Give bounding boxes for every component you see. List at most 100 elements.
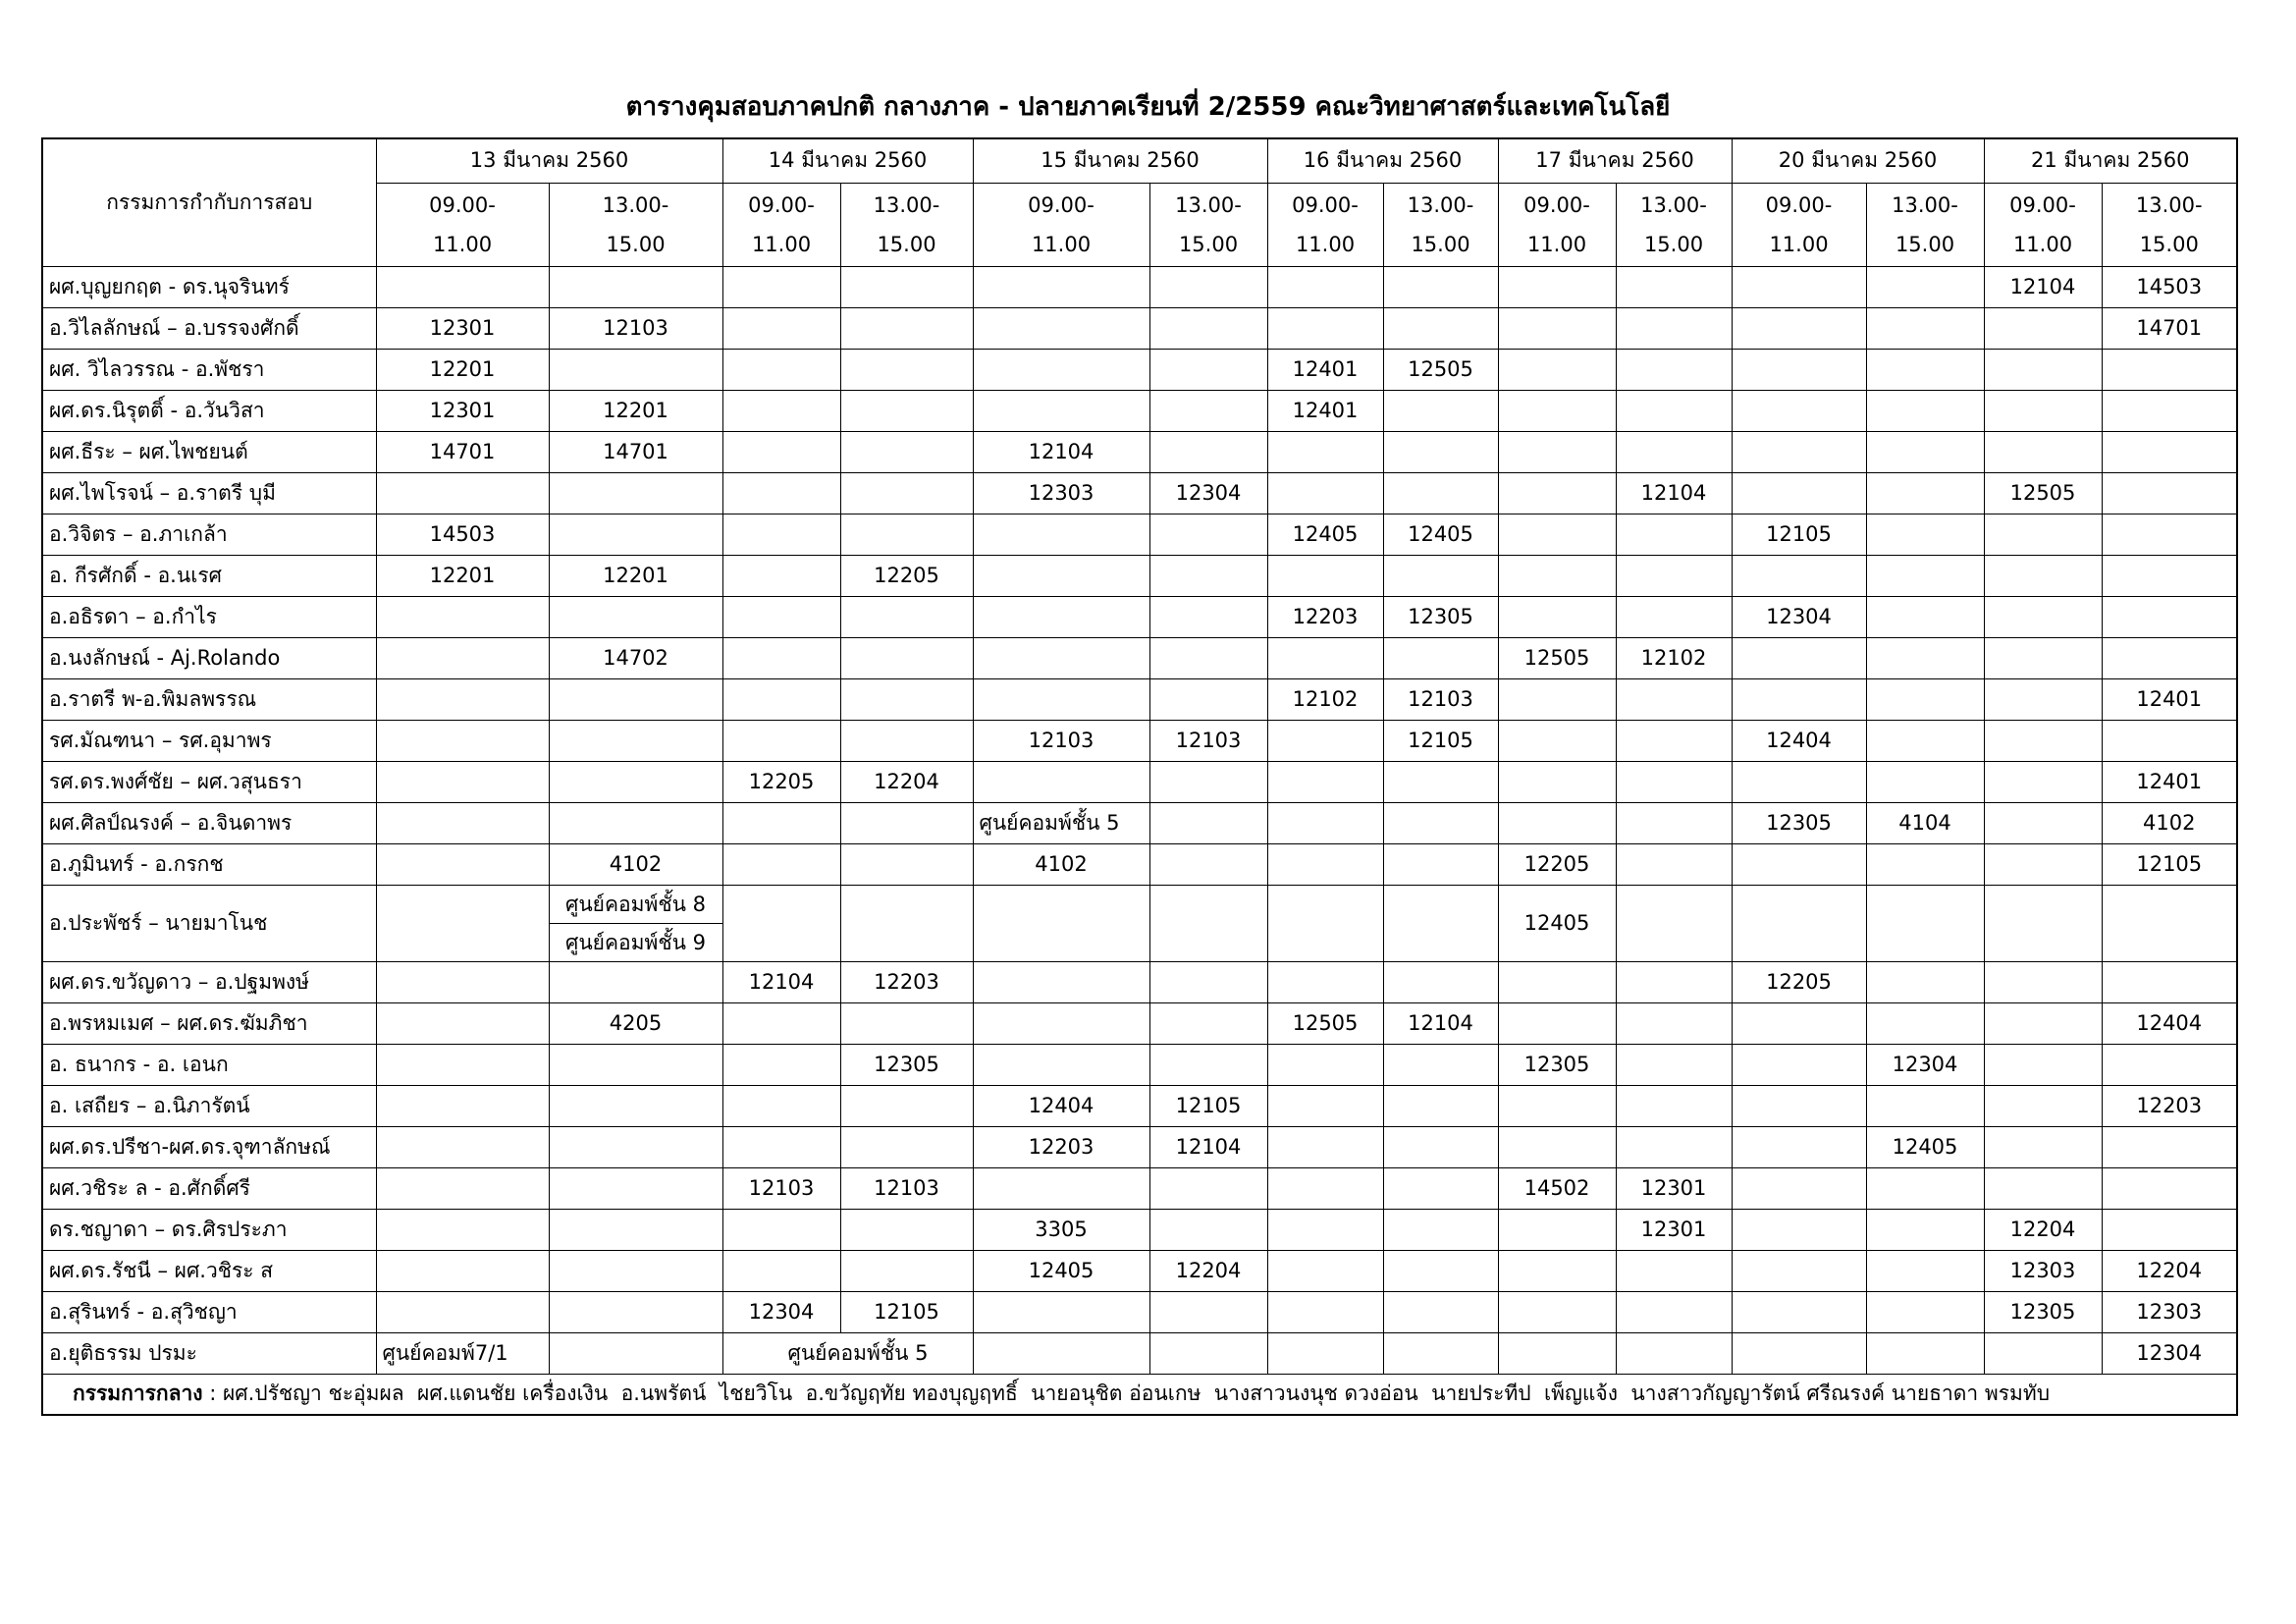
empty-cell: [1983, 1125, 2103, 1168]
empty-cell: [1615, 389, 1733, 432]
empty-cell: [1266, 842, 1384, 886]
time-slot: 09.00- 11.00: [972, 182, 1150, 267]
empty-cell: [1615, 1125, 1733, 1168]
empty-cell: [839, 636, 974, 679]
empty-cell: [1497, 801, 1617, 844]
exam-room: 12103: [721, 1166, 841, 1210]
empty-cell: [1382, 471, 1499, 514]
exam-room: 12505: [1497, 636, 1617, 679]
empty-cell: [1615, 1084, 1733, 1127]
empty-cell: [1865, 554, 1985, 597]
empty-cell: [1497, 719, 1617, 762]
exam-room: 12304: [1865, 1043, 1985, 1086]
empty-cell: [1615, 719, 1733, 762]
empty-cell: [548, 719, 723, 762]
empty-cell: [839, 265, 974, 308]
empty-cell: [1497, 306, 1617, 350]
schedule-row: อ. ธนากร - อ. เอนก 12305 12305 12304: [41, 1043, 2238, 1086]
empty-cell: [1731, 389, 1867, 432]
date-header: 14 มีนาคม 2560: [721, 137, 974, 184]
empty-cell: [1266, 760, 1384, 803]
empty-cell: [839, 595, 974, 638]
empty-cell: [1983, 1166, 2103, 1210]
exam-room: 12201: [375, 348, 550, 391]
empty-cell: [1497, 471, 1617, 514]
empty-cell: [1731, 265, 1867, 308]
empty-cell: [1382, 1166, 1499, 1210]
exam-room: 12104: [1148, 1125, 1268, 1168]
time-slot: 09.00- 11.00: [1266, 182, 1384, 267]
empty-cell: [721, 265, 841, 308]
empty-cell: [721, 801, 841, 844]
empty-cell: [1731, 1001, 1867, 1045]
empty-cell: [1382, 1208, 1499, 1251]
empty-cell: [1615, 348, 1733, 391]
empty-cell: [1148, 595, 1268, 638]
empty-cell: [721, 884, 841, 962]
empty-cell: [1382, 801, 1499, 844]
empty-cell: [1865, 884, 1985, 962]
empty-cell: [1615, 677, 1733, 721]
empty-cell: [1266, 306, 1384, 350]
empty-cell: [1615, 801, 1733, 844]
empty-cell: [839, 1249, 974, 1292]
empty-cell: [375, 471, 550, 514]
exam-room: 12405: [1865, 1125, 1985, 1168]
committee-name: ผศ.ดร.นิรุตติ์ - อ.วันวิสา: [41, 389, 377, 432]
empty-cell: [1382, 636, 1499, 679]
empty-cell: [375, 1166, 550, 1210]
exam-room: 12304: [1731, 595, 1867, 638]
committee-name: อ. เสถียร – อ.นิภารัตน์: [41, 1084, 377, 1127]
empty-cell: [839, 884, 974, 962]
exam-room: 4104: [1865, 801, 1985, 844]
empty-cell: [2101, 1166, 2238, 1210]
empty-cell: [1615, 960, 1733, 1003]
empty-cell: [375, 1043, 550, 1086]
empty-cell: [375, 1290, 550, 1333]
empty-cell: [721, 513, 841, 556]
empty-cell: [1615, 554, 1733, 597]
committee-name: ผศ.ดร.ขวัญดาว – อ.ปฐมพงษ์: [41, 960, 377, 1003]
exam-room: 12301: [1615, 1166, 1733, 1210]
empty-cell: [1865, 1084, 1985, 1127]
empty-cell: [1497, 389, 1617, 432]
exam-room: 12104: [1615, 471, 1733, 514]
committee-name: อ.ยุติธรรม ปรมะ: [41, 1331, 377, 1375]
empty-cell: [972, 677, 1150, 721]
committee-name: ผศ.วชิระ ล - อ.ศักดิ์ศรี: [41, 1166, 377, 1210]
empty-cell: [2101, 430, 2238, 473]
empty-cell: [1148, 430, 1268, 473]
empty-cell: [1382, 842, 1499, 886]
exam-room: 12405: [1266, 513, 1384, 556]
empty-cell: [1865, 430, 1985, 473]
exam-room: 12505: [1266, 1001, 1384, 1045]
schedule-row: ผศ.ดร.ปรีชา-ผศ.ดร.จุฑาลักษณ์ 12203 12104 12…: [41, 1125, 2238, 1168]
schedule-row: อ.ราตรี พ-อ.พิมลพรรณ 12102 12103 12401: [41, 677, 2238, 721]
empty-cell: [1615, 1290, 1733, 1333]
empty-cell: [721, 1043, 841, 1086]
empty-cell: [972, 1290, 1150, 1333]
empty-cell: [548, 1125, 723, 1168]
schedule-row: อ.ประพัชร์ – นายมาโนช ศูนย์คอมพ์ชั้น 8 ศูน…: [41, 884, 2238, 962]
empty-cell: [1731, 884, 1867, 962]
time-slot: 13.00- 15.00: [1148, 182, 1268, 267]
date-header: 20 มีนาคม 2560: [1731, 137, 1985, 184]
empty-cell: [1497, 1001, 1617, 1045]
empty-cell: [1382, 760, 1499, 803]
committee-name: อ.สุรินทร์ - อ.สุวิชญา: [41, 1290, 377, 1333]
empty-cell: [721, 1125, 841, 1168]
empty-cell: [1731, 348, 1867, 391]
empty-cell: [375, 636, 550, 679]
empty-cell: [972, 1331, 1150, 1375]
empty-cell: [548, 760, 723, 803]
empty-cell: [375, 1001, 550, 1045]
empty-cell: [972, 1166, 1150, 1210]
empty-cell: [2101, 884, 2238, 962]
empty-cell: [1382, 430, 1499, 473]
empty-cell: [1731, 1043, 1867, 1086]
empty-cell: [548, 1249, 723, 1292]
empty-cell: [2101, 960, 2238, 1003]
empty-cell: [839, 306, 974, 350]
empty-cell: [1983, 636, 2103, 679]
empty-cell: [548, 595, 723, 638]
